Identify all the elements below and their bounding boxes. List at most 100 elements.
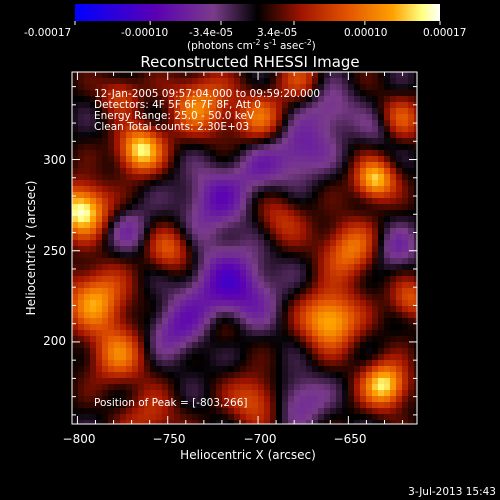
- heatmap-cell: [330, 204, 337, 211]
- heatmap-cell: [132, 150, 139, 157]
- heatmap-cell: [132, 258, 139, 265]
- heatmap-cell: [78, 240, 85, 247]
- heatmap-cell: [348, 96, 355, 103]
- heatmap-cell: [318, 288, 325, 295]
- heatmap-cell: [120, 396, 127, 403]
- heatmap-cell: [270, 294, 277, 301]
- heatmap-cell: [78, 198, 85, 205]
- heatmap-cell: [396, 318, 403, 325]
- heatmap-cell: [360, 192, 367, 199]
- heatmap-cell: [180, 384, 187, 391]
- heatmap-cell: [120, 216, 127, 223]
- heatmap-cell: [390, 384, 397, 391]
- heatmap-cell: [330, 102, 337, 109]
- heatmap-cell: [366, 396, 373, 403]
- heatmap-cell: [258, 174, 265, 181]
- heatmap-cell: [186, 222, 193, 229]
- heatmap-cell: [318, 264, 325, 271]
- heatmap-cell: [300, 162, 307, 169]
- heatmap-cell: [324, 390, 331, 397]
- heatmap-cell: [168, 120, 175, 127]
- heatmap-cell: [222, 234, 229, 241]
- heatmap-cell: [384, 366, 391, 373]
- heatmap-cell: [342, 252, 349, 259]
- heatmap-cell: [378, 360, 385, 367]
- heatmap-cell: [276, 414, 283, 421]
- heatmap-cell: [192, 84, 199, 91]
- heatmap-cell: [384, 420, 391, 424]
- heatmap-cell: [372, 294, 379, 301]
- heatmap-cell: [414, 342, 417, 349]
- heatmap-cell: [384, 348, 391, 355]
- heatmap-cell: [192, 90, 199, 97]
- heatmap-cell: [114, 114, 121, 121]
- heatmap-cell: [282, 102, 289, 109]
- heatmap-cell: [270, 264, 277, 271]
- heatmap-cell: [150, 150, 157, 157]
- heatmap-cell: [294, 408, 301, 415]
- heatmap-cell: [252, 90, 259, 97]
- heatmap-cell: [198, 264, 205, 271]
- heatmap-cell: [414, 162, 417, 169]
- heatmap-cell: [354, 228, 361, 235]
- heatmap-cell: [288, 114, 295, 121]
- heatmap-cell: [336, 264, 343, 271]
- heatmap-cell: [150, 144, 157, 151]
- heatmap-cell: [102, 156, 109, 163]
- heatmap-cell: [342, 90, 349, 97]
- heatmap-cell: [192, 354, 199, 361]
- heatmap-cell: [234, 120, 241, 127]
- heatmap-cell: [336, 198, 343, 205]
- heatmap-cell: [156, 216, 163, 223]
- heatmap-cell: [318, 270, 325, 277]
- heatmap-cell: [270, 240, 277, 247]
- heatmap-cell: [144, 96, 151, 103]
- heatmap-cell: [252, 120, 259, 127]
- heatmap-cell: [246, 174, 253, 181]
- heatmap-cell: [306, 270, 313, 277]
- heatmap-cell: [198, 360, 205, 367]
- heatmap-cell: [270, 366, 277, 373]
- heatmap-cell: [168, 324, 175, 331]
- heatmap-cell: [270, 144, 277, 151]
- heatmap-cell: [414, 72, 417, 79]
- heatmap-cell: [96, 174, 103, 181]
- heatmap-cell: [216, 342, 223, 349]
- heatmap-cell: [402, 144, 409, 151]
- heatmap-cell: [210, 246, 217, 253]
- heatmap-cell: [264, 366, 271, 373]
- heatmap-cell: [324, 318, 331, 325]
- heatmap-cell: [336, 360, 343, 367]
- info-clean-counts: Clean Total counts: 2.30E+03: [94, 121, 249, 133]
- heatmap-cell: [156, 174, 163, 181]
- heatmap-cell: [84, 330, 91, 337]
- heatmap-cell: [336, 336, 343, 343]
- heatmap-cell: [234, 78, 241, 85]
- heatmap-cell: [402, 324, 409, 331]
- heatmap-cell: [126, 222, 133, 229]
- heatmap-cell: [276, 360, 283, 367]
- heatmap-cell: [282, 318, 289, 325]
- heatmap-cell: [342, 174, 349, 181]
- heatmap-cell: [204, 234, 211, 241]
- heatmap-cell: [414, 180, 417, 187]
- colorbar-tick-label: 0.00017: [423, 27, 466, 39]
- heatmap-cell: [378, 120, 385, 127]
- heatmap-cell: [102, 174, 109, 181]
- heatmap-cell: [288, 372, 295, 379]
- heatmap-cell: [114, 222, 121, 229]
- heatmap-cell: [102, 102, 109, 109]
- heatmap-cell: [72, 174, 79, 181]
- heatmap-cell: [336, 330, 343, 337]
- heatmap-cell: [162, 384, 169, 391]
- heatmap-cell: [270, 156, 277, 163]
- heatmap-cell: [384, 120, 391, 127]
- heatmap-cell: [168, 198, 175, 205]
- heatmap-cell: [96, 402, 103, 409]
- heatmap-cell: [252, 282, 259, 289]
- heatmap-cell: [246, 204, 253, 211]
- heatmap-cell: [174, 252, 181, 259]
- heatmap-cell: [258, 264, 265, 271]
- heatmap-cell: [192, 234, 199, 241]
- heatmap-cell: [90, 222, 97, 229]
